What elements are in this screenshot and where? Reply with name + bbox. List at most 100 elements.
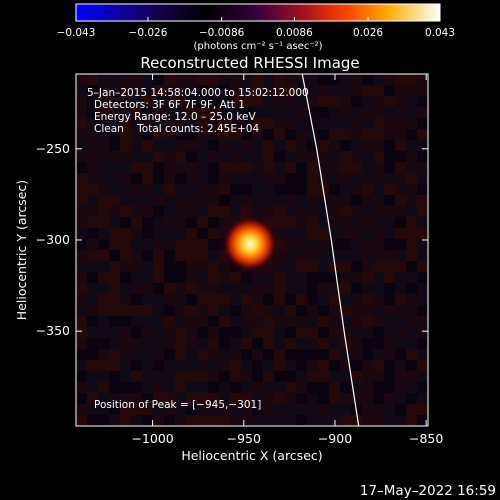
x-tick-label: −900 xyxy=(318,431,352,446)
noise-cell xyxy=(76,272,87,283)
noise-cell xyxy=(208,382,219,393)
noise-cell xyxy=(109,393,120,404)
noise-cell xyxy=(263,360,274,371)
noise-cell xyxy=(219,85,230,96)
noise-cell xyxy=(175,239,186,250)
noise-cell xyxy=(252,107,263,118)
noise-cell xyxy=(329,129,340,140)
noise-cell xyxy=(307,261,318,272)
noise-cell xyxy=(285,184,296,195)
noise-cell xyxy=(329,162,340,173)
noise-cell xyxy=(142,371,153,382)
noise-cell xyxy=(87,371,98,382)
noise-cell xyxy=(98,415,109,426)
noise-cell xyxy=(241,162,252,173)
noise-cell xyxy=(318,393,329,404)
noise-cell xyxy=(120,74,131,85)
noise-cell xyxy=(120,283,131,294)
noise-cell xyxy=(373,74,384,85)
noise-cell xyxy=(362,305,373,316)
noise-cell xyxy=(395,151,406,162)
noise-cell xyxy=(351,393,362,404)
colorbar-tick-label: −0.0086 xyxy=(199,27,245,39)
noise-cell xyxy=(230,162,241,173)
noise-cell xyxy=(296,173,307,184)
noise-cell xyxy=(98,118,109,129)
plot-frame xyxy=(75,73,429,427)
noise-cell xyxy=(329,140,340,151)
noise-cell xyxy=(384,118,395,129)
noise-cell xyxy=(318,283,329,294)
noise-cell xyxy=(318,85,329,96)
noise-cell xyxy=(340,206,351,217)
noise-cell xyxy=(274,151,285,162)
noise-cell xyxy=(373,228,384,239)
noise-cell xyxy=(274,118,285,129)
noise-cell xyxy=(384,250,395,261)
noise-cell xyxy=(384,294,395,305)
noise-cell xyxy=(219,96,230,107)
noise-cell xyxy=(87,327,98,338)
noise-cell xyxy=(384,272,395,283)
noise-cell xyxy=(153,206,164,217)
noise-cell xyxy=(263,305,274,316)
noise-cell xyxy=(263,85,274,96)
noise-cell xyxy=(164,228,175,239)
noise-cell xyxy=(109,327,120,338)
noise-cell xyxy=(197,283,208,294)
noise-cell xyxy=(406,96,417,107)
noise-cell xyxy=(417,305,428,316)
noise-cell xyxy=(241,393,252,404)
noise-cell xyxy=(120,415,131,426)
noise-cell xyxy=(373,195,384,206)
noise-cell xyxy=(274,283,285,294)
noise-cell xyxy=(351,272,362,283)
noise-cell xyxy=(164,151,175,162)
noise-cell xyxy=(164,129,175,140)
noise-cell xyxy=(153,74,164,85)
noise-cell xyxy=(406,151,417,162)
noise-cell xyxy=(351,228,362,239)
noise-cell xyxy=(131,327,142,338)
noise-cell xyxy=(406,173,417,184)
noise-cell xyxy=(340,107,351,118)
noise-cell xyxy=(395,217,406,228)
noise-cell xyxy=(208,327,219,338)
noise-cell xyxy=(164,74,175,85)
noise-cell xyxy=(252,393,263,404)
noise-cell xyxy=(98,371,109,382)
noise-cell xyxy=(131,250,142,261)
noise-cell xyxy=(417,228,428,239)
noise-cell xyxy=(329,85,340,96)
noise-cell xyxy=(318,217,329,228)
noise-cell xyxy=(340,228,351,239)
noise-cell xyxy=(307,316,318,327)
noise-cell xyxy=(274,305,285,316)
noise-cell xyxy=(395,239,406,250)
noise-cell xyxy=(274,129,285,140)
noise-cell xyxy=(98,404,109,415)
noise-cell xyxy=(197,316,208,327)
noise-cell xyxy=(219,107,230,118)
noise-cell xyxy=(406,349,417,360)
noise-cell xyxy=(340,140,351,151)
noise-cell xyxy=(351,162,362,173)
noise-cell xyxy=(263,107,274,118)
noise-cell xyxy=(406,316,417,327)
noise-cell xyxy=(417,349,428,360)
noise-cell xyxy=(87,228,98,239)
noise-cell xyxy=(274,327,285,338)
noise-cell xyxy=(340,173,351,184)
noise-cell xyxy=(263,162,274,173)
noise-cell xyxy=(131,85,142,96)
noise-cell xyxy=(406,261,417,272)
noise-cell xyxy=(230,316,241,327)
noise-cell xyxy=(87,217,98,228)
noise-cell xyxy=(208,118,219,129)
noise-cell xyxy=(186,294,197,305)
noise-cell xyxy=(307,371,318,382)
noise-cell xyxy=(186,349,197,360)
noise-cell xyxy=(120,151,131,162)
noise-cell xyxy=(219,404,230,415)
noise-cell xyxy=(241,195,252,206)
